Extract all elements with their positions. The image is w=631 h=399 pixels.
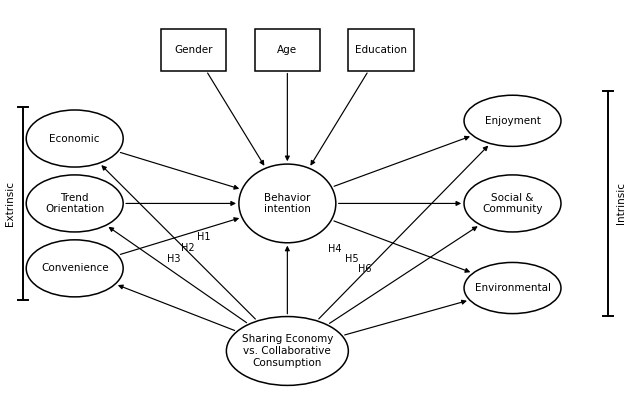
Ellipse shape (464, 175, 561, 232)
Text: Behavior
intention: Behavior intention (264, 193, 311, 214)
Text: H3: H3 (167, 253, 180, 263)
Text: Social &
Community: Social & Community (482, 193, 543, 214)
Text: Enjoyment: Enjoyment (485, 116, 541, 126)
FancyBboxPatch shape (161, 30, 227, 71)
Text: Intrinsic: Intrinsic (616, 182, 626, 224)
Text: H5: H5 (345, 253, 358, 263)
Text: Sharing Economy
vs. Collaborative
Consumption: Sharing Economy vs. Collaborative Consum… (242, 334, 333, 367)
Text: H2: H2 (181, 243, 194, 253)
Text: Convenience: Convenience (41, 263, 109, 273)
Text: H1: H1 (197, 232, 210, 242)
Ellipse shape (27, 240, 123, 297)
FancyBboxPatch shape (348, 30, 414, 71)
Text: Extrinsic: Extrinsic (5, 181, 15, 226)
FancyBboxPatch shape (254, 30, 320, 71)
Ellipse shape (239, 164, 336, 243)
Ellipse shape (27, 110, 123, 167)
Text: Economic: Economic (49, 134, 100, 144)
Ellipse shape (464, 95, 561, 146)
Text: Gender: Gender (174, 45, 213, 55)
Text: Age: Age (277, 45, 297, 55)
Text: H4: H4 (328, 244, 341, 254)
Text: Education: Education (355, 45, 407, 55)
Ellipse shape (27, 175, 123, 232)
Text: Trend
Orientation: Trend Orientation (45, 193, 104, 214)
Text: H6: H6 (358, 264, 372, 274)
Ellipse shape (227, 316, 348, 385)
Ellipse shape (464, 263, 561, 314)
Text: Environmental: Environmental (475, 283, 550, 293)
